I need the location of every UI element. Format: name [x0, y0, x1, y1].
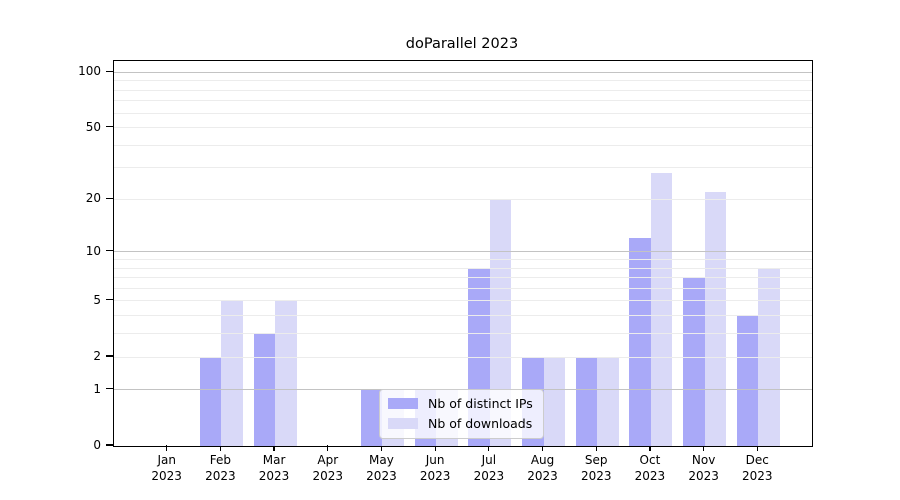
x-tick-jun [434, 445, 436, 451]
y-tick-2 [106, 355, 113, 357]
bar-downloads-jul [489, 199, 512, 446]
x-tick-label-jan: Jan 2023 [151, 453, 182, 483]
gridline-minor-2 [114, 356, 812, 358]
gridline-minor-30 [114, 167, 812, 169]
legend-label-downloads: Nb of downloads [428, 416, 533, 431]
gridline-minor-50 [114, 127, 812, 129]
gridline-minor-3 [114, 333, 812, 335]
x-tick-label-feb: Feb 2023 [205, 453, 236, 483]
x-tick-label-may: May 2023 [366, 453, 397, 483]
gridline-minor-80 [114, 89, 812, 91]
y-tick-1 [106, 388, 113, 390]
x-tick-label-aug: Aug 2023 [527, 453, 558, 483]
x-tick-label-apr: Apr 2023 [312, 453, 344, 483]
x-tick-sep [595, 445, 597, 451]
x-tick-dec [756, 445, 758, 451]
x-tick-label-jun: Jun 2023 [419, 453, 451, 483]
gridline-minor-9 [114, 259, 812, 260]
gridline-minor-4 [114, 315, 812, 317]
plot-area: Nb of distinct IPs Nb of downloads [113, 60, 813, 447]
y-tick-label-2: 2 [93, 349, 101, 364]
y-tick-label-0: 0 [93, 438, 101, 452]
gridline-minor-8 [114, 267, 812, 269]
y-tick-label-20: 20 [85, 191, 101, 206]
x-tick-label-jul: Jul 2023 [473, 453, 505, 483]
y-tick-label-100: 100 [78, 64, 101, 79]
legend-entry-downloads: Nb of downloads [388, 416, 533, 431]
bar-distinct-ips-nov [683, 277, 705, 446]
x-tick-may [380, 445, 383, 451]
gridline-major-10 [114, 251, 812, 253]
bar-distinct-ips-dec [736, 315, 759, 446]
bar-downloads-feb [221, 300, 243, 446]
x-tick-label-dec: Dec 2023 [742, 453, 773, 483]
x-tick-feb [219, 445, 221, 451]
gridline-minor-70 [114, 100, 812, 102]
bar-downloads-nov [704, 192, 727, 446]
gridline-minor-90 [114, 80, 812, 82]
gridline-minor-40 [114, 144, 812, 146]
bar-distinct-ips-oct [629, 238, 651, 446]
chart-title: doParallel 2023 [405, 36, 519, 52]
legend-swatch-downloads [388, 418, 418, 429]
y-tick-label-10: 10 [85, 243, 101, 258]
x-tick-jan [166, 445, 168, 451]
legend-entry-distinct-ips: Nb of distinct IPs [388, 396, 533, 411]
bar-downloads-oct [650, 173, 673, 446]
x-tick-label-oct: Oct 2023 [634, 453, 666, 483]
y-tick-label-5: 5 [93, 292, 101, 307]
x-tick-aug [541, 445, 544, 451]
y-tick-100 [106, 70, 113, 72]
x-tick-oct [649, 445, 651, 451]
gridline-minor-5 [114, 300, 812, 302]
y-tick-20 [106, 197, 113, 199]
x-tick-label-nov: Nov 2023 [688, 453, 719, 483]
y-tick-label-1: 1 [93, 381, 101, 396]
x-tick-label-mar: Mar 2023 [258, 453, 290, 483]
x-tick-apr [327, 445, 329, 451]
bar-downloads-aug [543, 357, 566, 446]
x-tick-mar [273, 445, 275, 451]
y-tick-label-50: 50 [85, 119, 101, 134]
bar-distinct-ips-sep [575, 357, 598, 446]
bar-distinct-ips-feb [199, 357, 222, 446]
bar-distinct-ips-may [360, 389, 383, 446]
gridline-minor-6 [114, 287, 812, 289]
gridline-minor-7 [114, 277, 812, 279]
y-tick-5 [106, 299, 113, 301]
gridline-major-100 [114, 71, 812, 73]
x-tick-nov [703, 445, 705, 451]
legend: Nb of distinct IPs Nb of downloads [379, 389, 544, 439]
legend-label-distinct-ips: Nb of distinct IPs [428, 396, 533, 411]
y-tick-10 [106, 250, 113, 252]
x-tick-jul [488, 445, 490, 451]
y-tick-50 [106, 125, 113, 128]
bar-downloads-sep [597, 357, 619, 446]
bar-downloads-mar [275, 300, 297, 446]
legend-swatch-distinct-ips [388, 398, 418, 409]
gridline-minor-20 [114, 198, 812, 200]
y-tick-0 [106, 444, 113, 446]
gridline-minor-60 [114, 112, 812, 114]
x-tick-label-sep: Sep 2023 [580, 453, 612, 483]
